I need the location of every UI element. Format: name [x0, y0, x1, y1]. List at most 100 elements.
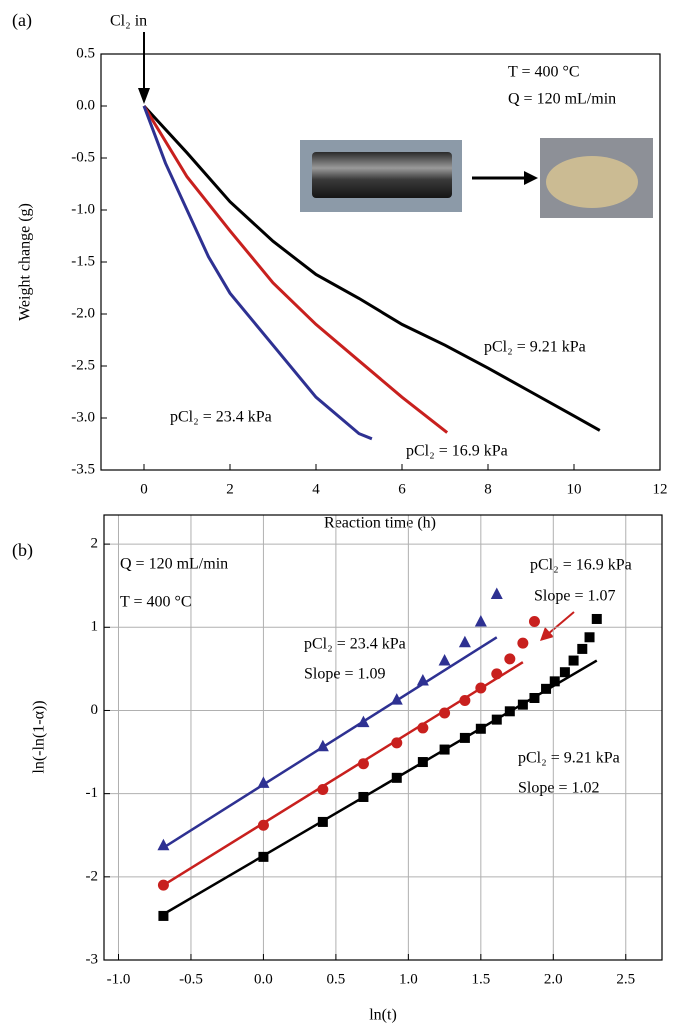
point [390, 693, 403, 705]
y-tick-label: -1.0 [71, 201, 95, 217]
y-tick-label: 2 [91, 536, 99, 552]
point [417, 757, 428, 768]
powder-pile [546, 156, 638, 208]
point [458, 635, 471, 648]
series-label: pCl₂ = 16.9 kPa [406, 443, 508, 460]
slope-label: Slope = 1.07 [534, 588, 615, 605]
red-arrow [547, 611, 575, 635]
point [491, 668, 503, 680]
y-axis-label: ln(-ln(1-α)) [31, 700, 48, 773]
y-tick-label: -3 [86, 951, 99, 967]
series-label: pCl₂ = 9.21 kPa [484, 339, 586, 356]
point [474, 614, 487, 627]
series-label: pCl₂ = 23.4 kPa [170, 409, 272, 426]
data-line [142, 105, 449, 434]
series-label: pCl₂ = 9.21 kPa [518, 750, 620, 767]
fit-line [162, 661, 524, 887]
y-tick-label: -2.0 [71, 305, 95, 321]
point [357, 715, 370, 728]
point [317, 816, 328, 827]
point [459, 694, 471, 706]
point [416, 674, 429, 686]
point [517, 637, 529, 649]
point [529, 692, 540, 703]
annotation: T = 400 °C [508, 64, 580, 81]
x-tick-label: 2.5 [616, 971, 635, 987]
point [157, 879, 169, 891]
x-tick-label: 0.0 [254, 971, 273, 987]
point [438, 654, 451, 666]
y-tick-label: 0.5 [76, 45, 95, 61]
point [475, 682, 487, 694]
point [504, 653, 516, 665]
point [517, 699, 528, 710]
cl2-arrow-head [138, 88, 150, 104]
point [439, 744, 450, 755]
x-tick-label: 1.0 [399, 971, 418, 987]
fit-line [162, 636, 498, 849]
red-arrow-head [540, 627, 554, 641]
y-tick-label: -3.5 [71, 461, 95, 477]
y-tick-label: -0.5 [71, 149, 95, 165]
point [158, 910, 169, 921]
point [317, 783, 329, 795]
plot-frame [100, 53, 661, 471]
series-label: pCl₂ = 23.4 kPa [304, 636, 406, 653]
x-tick-label: 8 [484, 481, 492, 497]
x-tick-label: 6 [398, 481, 406, 497]
point [475, 723, 486, 734]
point [491, 714, 502, 725]
point [504, 706, 515, 717]
x-tick-label: 1.5 [471, 971, 490, 987]
x-axis-label: ln(t) [369, 1007, 397, 1024]
y-tick-label: 0.0 [76, 97, 95, 113]
annotation: T = 400 °C [120, 594, 192, 611]
y-tick-label: -1.5 [71, 253, 95, 269]
x-tick-label: 2 [226, 481, 234, 497]
y-tick-label: -3.0 [71, 409, 95, 425]
x-tick-label: 0.5 [327, 971, 346, 987]
x-tick-label: 12 [653, 481, 668, 497]
data-line [142, 105, 373, 441]
panel-label: (a) [12, 10, 32, 31]
slope-label: Slope = 1.09 [304, 666, 385, 683]
metal-cylinder [312, 152, 452, 198]
point [316, 739, 329, 752]
plot-frame [103, 514, 663, 961]
annotation: Q = 120 mL/min [120, 556, 228, 573]
panel-label: (b) [12, 540, 33, 561]
y-tick-label: -2 [86, 868, 99, 884]
data-line [142, 104, 601, 432]
point [577, 643, 588, 654]
point [549, 676, 560, 687]
y-tick-label: 0 [91, 702, 99, 718]
point [391, 772, 402, 783]
point [417, 722, 429, 734]
x-tick-label: 2.0 [544, 971, 563, 987]
point [391, 737, 403, 749]
point [568, 655, 579, 666]
point [257, 776, 270, 788]
y-tick-label: -1 [86, 785, 99, 801]
x-tick-label: 0 [140, 481, 148, 497]
x-axis-label: Reaction time (h) [324, 515, 436, 532]
point [157, 838, 170, 851]
y-tick-label: 1 [91, 619, 99, 635]
series-label: pCl₂ = 16.9 kPa [530, 557, 632, 574]
point [490, 587, 503, 600]
point [439, 707, 451, 719]
point [541, 683, 552, 694]
point [559, 667, 570, 678]
point [258, 851, 269, 862]
annotation: Q = 120 mL/min [508, 91, 616, 108]
y-tick-label: -2.5 [71, 357, 95, 373]
slope-label: Slope = 1.02 [518, 780, 599, 797]
x-tick-label: 10 [567, 481, 582, 497]
point [459, 732, 470, 743]
annotation: Cl₂ in [110, 13, 147, 30]
point [357, 758, 369, 770]
point [584, 632, 595, 643]
point [257, 819, 269, 831]
